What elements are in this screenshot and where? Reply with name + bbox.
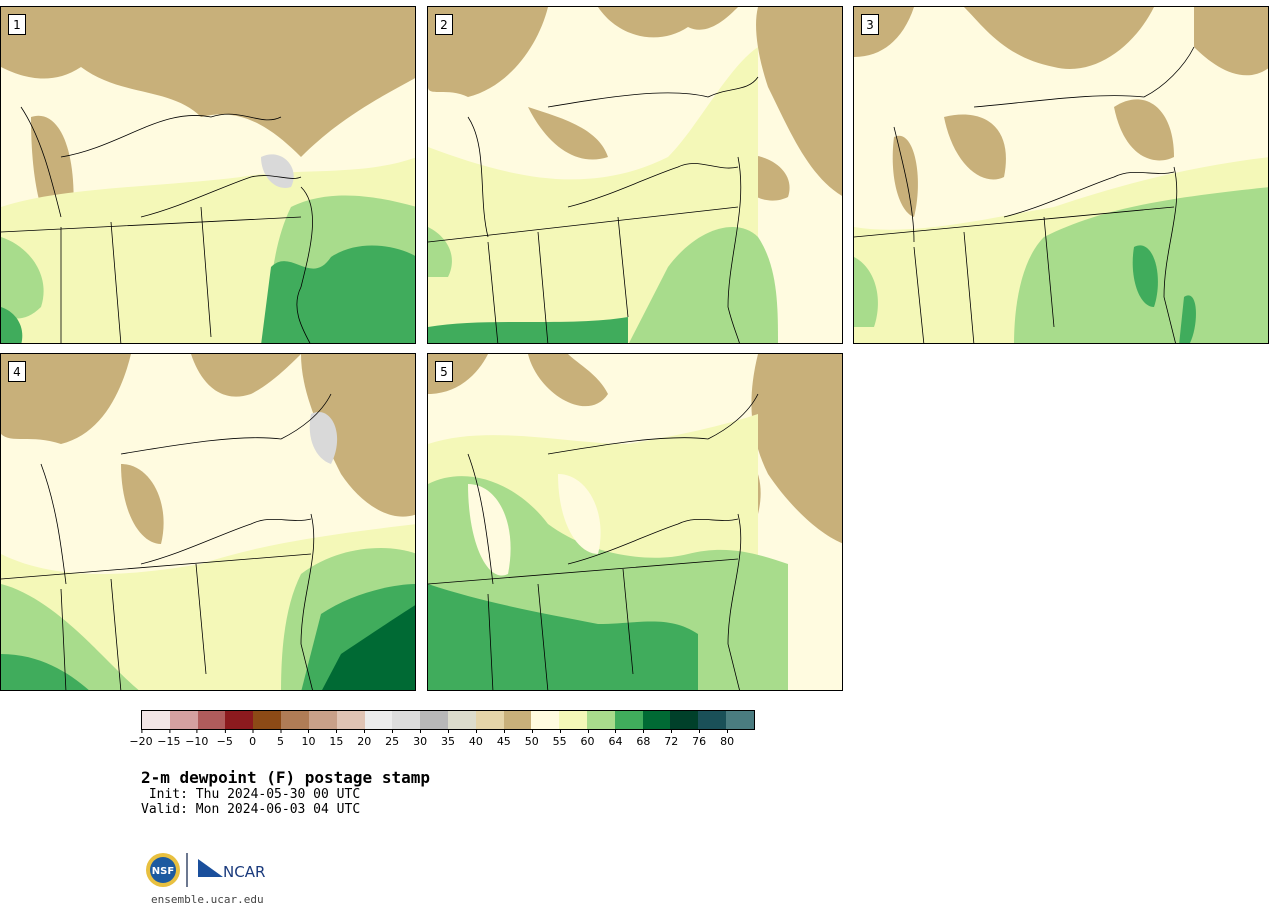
map-panel-3: 3: [853, 6, 1269, 344]
colorbar-tick-label: 80: [720, 729, 734, 748]
colorbar-tick-label: 10: [301, 729, 315, 748]
map-panel-5: 5: [427, 353, 843, 691]
logos: NSF NCAR: [145, 850, 285, 890]
map-panel-1: 1: [0, 6, 416, 344]
colorbar-tick-label: 68: [636, 729, 650, 748]
map-panel-3-image: [854, 7, 1268, 343]
colorbar-swatch: [142, 711, 170, 729]
colorbar-swatch: [364, 711, 393, 729]
colorbar-tick-label: 0: [249, 729, 256, 748]
colorbar-swatch: [559, 711, 587, 729]
colorbar-tick-label: 40: [469, 729, 483, 748]
page-title: 2-m dewpoint (F) postage stamp: [141, 768, 430, 787]
colorbar-swatch: [308, 711, 337, 729]
colorbar-tick-label: 15: [329, 729, 343, 748]
colorbar-tick-label: 45: [497, 729, 511, 748]
panel-number: 1: [8, 14, 26, 35]
colorbar-tick-label: 76: [692, 729, 706, 748]
colorbar-tick-label: 50: [525, 729, 539, 748]
colorbar-tick-label: −5: [217, 729, 233, 748]
nsf-logo-text: NSF: [152, 866, 174, 877]
map-panel-5-image: [428, 354, 842, 690]
panel-number: 4: [8, 361, 26, 382]
colorbar-swatch: [197, 711, 226, 729]
nsf-ncar-logo: NSF NCAR: [146, 853, 265, 887]
colorbar-swatch: [503, 711, 532, 729]
colorbar-swatch: [392, 711, 421, 729]
colorbar-tick-label: 5: [277, 729, 284, 748]
colorbar-swatch: [169, 711, 198, 729]
colorbar-tick-label: 35: [441, 729, 455, 748]
map-panel-4: 4: [0, 353, 416, 691]
colorbar-swatch: [447, 711, 476, 729]
colorbar-swatch: [475, 711, 504, 729]
map-panel-4-image: [1, 354, 415, 690]
colorbar-swatch: [726, 711, 754, 729]
colorbar-swatch: [253, 711, 282, 729]
colorbar-tick-label: 55: [553, 729, 567, 748]
colorbar-swatch: [670, 711, 699, 729]
colorbar-tick-label: −10: [185, 729, 208, 748]
colorbar-tick-label: 64: [608, 729, 622, 748]
colorbar-swatch: [642, 711, 671, 729]
colorbar-swatch: [587, 711, 615, 729]
init-time: Init: Thu 2024-05-30 00 UTC: [141, 787, 361, 802]
colorbar: [141, 710, 755, 730]
colorbar-swatch: [698, 711, 727, 729]
panel-number: 2: [435, 14, 453, 35]
colorbar-tick-label: −20: [129, 729, 153, 748]
panel-number: 5: [435, 361, 453, 382]
panel-number: 3: [861, 14, 879, 35]
colorbar-tick-label: 25: [385, 729, 399, 748]
colorbar-swatch: [336, 711, 365, 729]
colorbar-swatch: [420, 711, 448, 729]
colorbar-swatch: [281, 711, 309, 729]
colorbar-tick-label: 20: [357, 729, 371, 748]
map-panel-2-image: [428, 7, 842, 343]
valid-time: Valid: Mon 2024-06-03 04 UTC: [141, 802, 361, 817]
site-url: ensemble.ucar.edu: [151, 893, 264, 906]
colorbar-tick-label: 30: [413, 729, 427, 748]
colorbar-tick-label: 72: [664, 729, 678, 748]
colorbar-tick-label: 60: [581, 729, 595, 748]
colorbar-swatch: [614, 711, 643, 729]
colorbar-swatch: [225, 711, 254, 729]
colorbar-swatch: [531, 711, 560, 729]
ncar-logo-text: NCAR: [223, 863, 265, 881]
colorbar-tick-label: −15: [157, 729, 181, 748]
colorbar-ticks: −20 −15 −10 −5 0 5 10 15 20 25 30 35 40 45 50 55 60 64 68 7…: [129, 729, 755, 750]
map-panel-1-image: [1, 7, 415, 343]
map-panel-2: 2: [427, 6, 843, 344]
